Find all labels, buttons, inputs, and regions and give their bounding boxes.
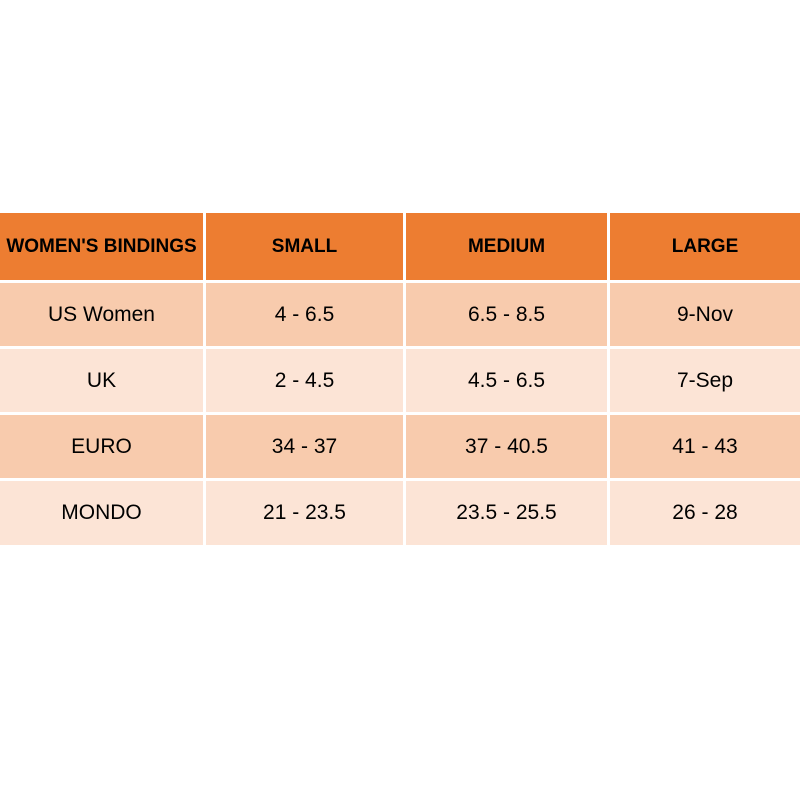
womens-bindings-size-table: WOMEN'S BINDINGS SMALL MEDIUM LARGE US W…	[0, 213, 800, 545]
cell-uk-medium: 4.5 - 6.5	[406, 349, 607, 412]
cell-uk-large: 7-Sep	[610, 349, 800, 412]
cell-mondo-small: 21 - 23.5	[206, 481, 403, 545]
cell-us-women-large: 9-Nov	[610, 283, 800, 346]
row-label-uk: UK	[0, 349, 203, 412]
cell-us-women-small: 4 - 6.5	[206, 283, 403, 346]
column-header-medium: MEDIUM	[406, 213, 607, 280]
row-label-mondo: MONDO	[0, 481, 203, 545]
cell-mondo-large: 26 - 28	[610, 481, 800, 545]
column-header-large: LARGE	[610, 213, 800, 280]
cell-euro-small: 34 - 37	[206, 415, 403, 478]
cell-euro-large: 41 - 43	[610, 415, 800, 478]
column-header-small: SMALL	[206, 213, 403, 280]
row-label-us-women: US Women	[0, 283, 203, 346]
table-title-cell: WOMEN'S BINDINGS	[0, 213, 203, 280]
cell-mondo-medium: 23.5 - 25.5	[406, 481, 607, 545]
cell-uk-small: 2 - 4.5	[206, 349, 403, 412]
cell-euro-medium: 37 - 40.5	[406, 415, 607, 478]
cell-us-women-medium: 6.5 - 8.5	[406, 283, 607, 346]
row-label-euro: EURO	[0, 415, 203, 478]
